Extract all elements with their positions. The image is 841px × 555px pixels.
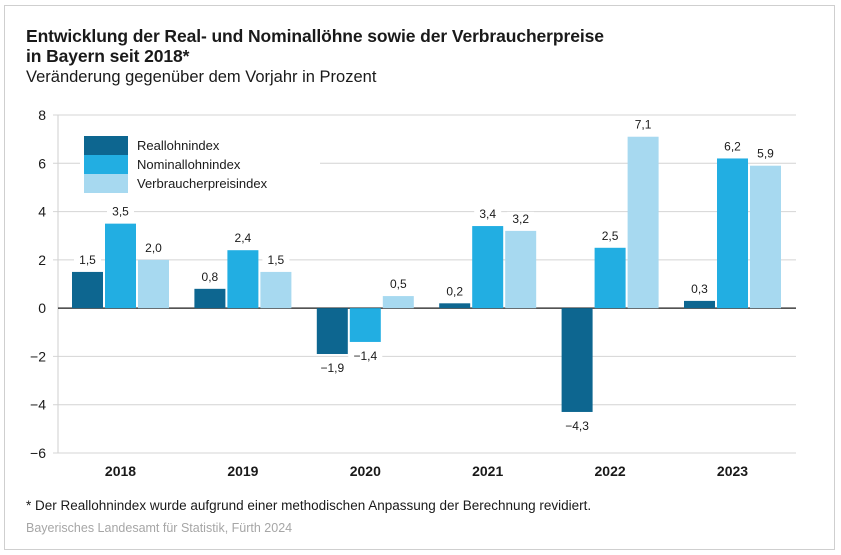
legend-label: Reallohnindex (137, 138, 220, 153)
value-label: 0,8 (202, 270, 219, 284)
value-label: −1,4 (353, 349, 377, 363)
value-label: 0,2 (446, 284, 463, 298)
y-tick-label: 0 (38, 300, 46, 316)
value-label: 2,5 (602, 229, 619, 243)
y-tick-label: 2 (38, 252, 46, 268)
value-label-bg (262, 252, 290, 267)
value-label: 1,5 (268, 253, 285, 267)
bar-verbraucherpreisindex-2020 (382, 296, 414, 309)
legend-label: Nominallohnindex (137, 157, 241, 172)
x-tick-label: 2022 (595, 463, 626, 479)
value-label-bg (629, 117, 657, 132)
value-label: 3,2 (512, 212, 529, 226)
value-label: 2,4 (235, 231, 252, 245)
value-label-bg (384, 277, 412, 292)
bar-verbraucherpreisindex-2019 (260, 271, 292, 309)
value-label-bg (315, 361, 350, 376)
legend: Reallohnindex Nominallohnindex Verbraucher… (80, 132, 320, 197)
y-tick-label: −2 (30, 348, 46, 364)
bar-nominallohnindex-2018 (105, 223, 136, 309)
bar-nominallohnindex-2020 (349, 308, 381, 342)
source-note: Bayerisches Landesamt für Statistik, Für… (26, 521, 293, 535)
value-label-bg (474, 207, 502, 222)
x-tick-label: 2023 (717, 463, 748, 479)
value-label: 1,5 (79, 253, 96, 267)
y-axis-ticks: 8 6 4 2 0 −2 −4 −6 (30, 107, 46, 461)
value-label-bg (686, 281, 713, 296)
value-label: 7,1 (635, 118, 652, 132)
value-label-bg (752, 146, 779, 161)
y-tick-label: −6 (30, 445, 46, 461)
bar-reallohnindex-2018 (72, 271, 103, 309)
value-label: 0,5 (390, 277, 407, 291)
chart-subtitle: Veränderung gegenüber dem Vorjahr in Pro… (26, 68, 377, 86)
legend-label: Verbraucherpreisindex (137, 176, 268, 191)
bar-verbraucherpreisindex-2018 (138, 259, 169, 309)
bar-nominallohnindex-2022 (594, 247, 626, 309)
bar-verbraucherpreisindex-2022 (627, 136, 659, 309)
y-tick-label: −4 (30, 397, 46, 413)
bar-nominallohnindex-2019 (227, 250, 259, 309)
y-tick-label: 6 (38, 155, 46, 171)
value-label-bg (229, 231, 257, 246)
value-label: 3,5 (112, 205, 129, 219)
value-label-bg (441, 284, 469, 299)
value-label: 5,9 (757, 147, 774, 161)
value-label-bg (196, 269, 224, 284)
y-tick-label: 4 (38, 204, 46, 220)
legend-swatch (84, 174, 128, 193)
x-tick-label: 2019 (227, 463, 258, 479)
bar-reallohnindex-2021 (439, 303, 471, 309)
bar-reallohnindex-2022 (561, 308, 593, 412)
x-tick-label: 2020 (350, 463, 381, 479)
value-label-bg (596, 228, 624, 243)
bar-verbraucherpreisindex-2023 (750, 165, 781, 309)
value-label-bg (74, 252, 101, 267)
legend-swatch (84, 136, 128, 155)
value-label: 0,3 (691, 282, 708, 296)
bars (72, 136, 781, 412)
x-axis-labels: 2018 2019 2020 2021 2022 2023 (105, 463, 748, 479)
value-label-bg (507, 211, 535, 226)
value-label-bg (140, 240, 167, 255)
x-tick-label: 2021 (472, 463, 503, 479)
x-tick-label: 2018 (105, 463, 136, 479)
gridlines (53, 114, 796, 454)
bar-nominallohnindex-2023 (717, 158, 748, 309)
bar-reallohnindex-2020 (316, 308, 348, 355)
value-label: 3,4 (479, 207, 496, 221)
chart-title: Entwicklung der Real- und Nominallöhne s… (26, 26, 604, 66)
value-label: 6,2 (724, 139, 741, 153)
value-label: 2,0 (145, 241, 162, 255)
chart-title-line-2: in Bayern seit 2018* (26, 46, 190, 66)
value-label: −1,9 (320, 361, 344, 375)
value-label-bg (560, 418, 595, 433)
value-label: −4,3 (565, 419, 589, 433)
y-tick-label: 8 (38, 107, 46, 123)
chart-title-line-1: Entwicklung der Real- und Nominallöhne s… (26, 26, 604, 46)
value-label-bg (348, 348, 383, 363)
value-labels: 1,5 3,5 2,0 0,8 2,4 1,5 −1,9 −1,4 0,5 0,2 3,4 3,2 −4… (74, 117, 779, 433)
bar-nominallohnindex-2021 (472, 226, 504, 309)
value-label-bg (107, 204, 134, 219)
legend-swatch (84, 155, 128, 174)
footnote: * Der Reallohnindex wurde aufgrund einer… (26, 498, 592, 513)
value-label-bg (719, 139, 746, 154)
bar-verbraucherpreisindex-2021 (505, 230, 537, 309)
bar-reallohnindex-2019 (194, 288, 226, 309)
bar-reallohnindex-2023 (684, 300, 715, 309)
